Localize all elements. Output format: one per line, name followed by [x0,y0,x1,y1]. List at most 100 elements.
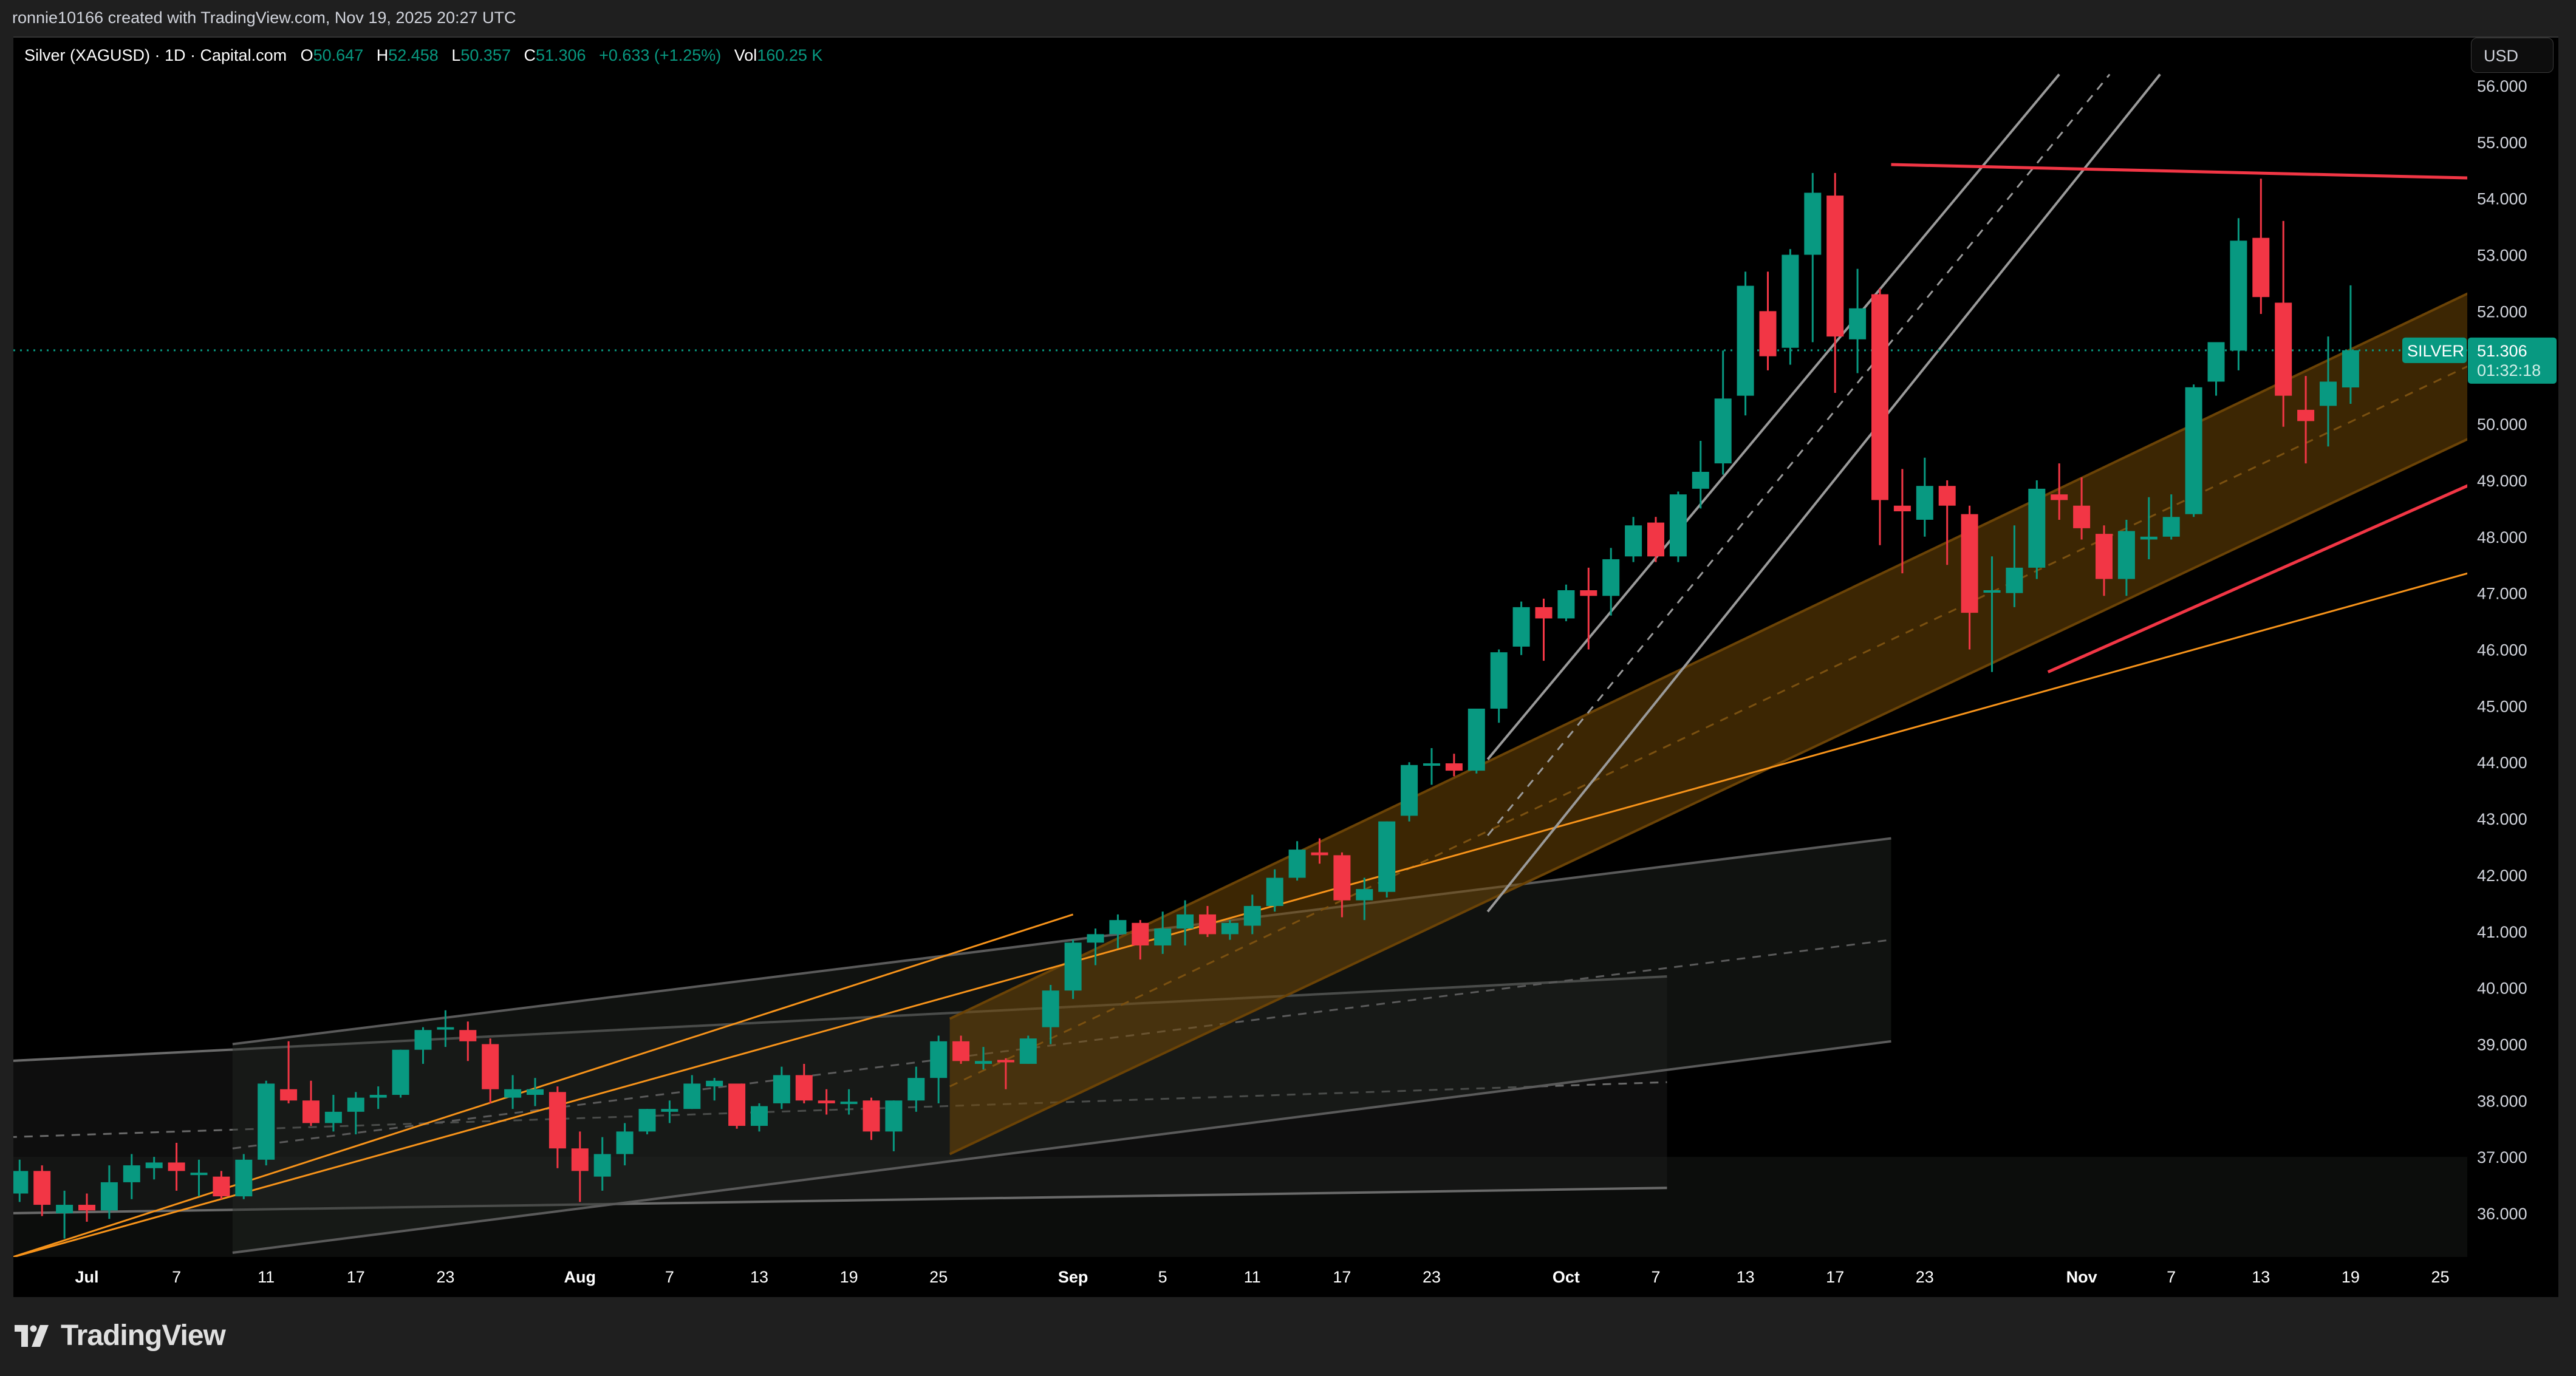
candle[interactable] [1535,598,1553,661]
candle[interactable] [1669,491,1687,562]
candle[interactable] [571,1131,589,1202]
candle[interactable] [1849,268,1867,373]
candle[interactable] [369,1086,387,1109]
candle[interactable] [1647,517,1664,562]
plot-area[interactable] [9,73,2576,1258]
candle[interactable] [213,1171,230,1199]
candle[interactable] [1019,1035,1037,1064]
candle[interactable] [1177,900,1194,945]
candle[interactable] [2320,336,2337,447]
candle[interactable] [1087,928,1104,966]
candle[interactable] [2006,525,2023,607]
candle[interactable] [1916,457,1933,537]
candle[interactable] [11,1159,29,1202]
candle[interactable] [2230,218,2247,370]
candle[interactable] [302,1080,319,1126]
candle[interactable] [1826,172,1844,393]
candle[interactable] [593,1137,611,1191]
candle[interactable] [33,1165,51,1216]
candle[interactable] [952,1035,970,1064]
candle[interactable] [683,1075,701,1109]
candle[interactable] [1759,271,1777,370]
candle[interactable] [459,1021,477,1061]
currency-button[interactable]: USD [2471,38,2554,73]
candle[interactable] [347,1092,364,1135]
candle[interactable] [1512,601,1530,655]
candle[interactable] [2162,494,2180,540]
symbol-title[interactable]: Silver (XAGUSD) · 1D · Capital.com [24,46,287,64]
candle[interactable] [1243,894,1261,935]
candle[interactable] [795,1063,813,1103]
candle[interactable] [1692,440,1709,509]
candle[interactable] [751,1103,768,1132]
candle[interactable] [1199,905,1216,938]
candle[interactable] [1983,556,2001,672]
candle[interactable] [907,1066,925,1112]
candle[interactable] [1288,841,1306,881]
candle[interactable] [1557,584,1575,622]
candle[interactable] [145,1157,163,1180]
candle[interactable] [1804,172,1822,342]
candle[interactable] [1625,517,1642,562]
candle[interactable] [885,1100,903,1151]
candle[interactable] [1132,920,1149,960]
candle[interactable] [1042,984,1059,1044]
candle[interactable] [1064,939,1082,1000]
candle[interactable] [1109,914,1127,949]
candle[interactable] [1961,505,1978,650]
candle[interactable] [773,1066,790,1109]
candle[interactable] [1714,350,1732,475]
candle[interactable] [1333,852,1351,918]
candle[interactable] [324,1095,342,1132]
price-axis[interactable]: 56.00055.00054.00053.00052.00051.00050.0… [2477,77,2527,1223]
candle[interactable] [1311,838,1328,864]
candle[interactable] [930,1035,948,1103]
candle[interactable] [818,1089,835,1115]
candle[interactable] [1356,877,1373,921]
candle[interactable] [1467,708,1485,774]
time-axis[interactable]: Jul 7 11 17 23 Aug 7 13 19 25 Sep 5 11 17 23 Oct 7 13 17 23… [75,1268,2449,1286]
candle[interactable] [997,1058,1014,1089]
candle[interactable] [1893,469,1911,574]
candle[interactable] [56,1190,73,1239]
candle[interactable] [258,1080,275,1166]
candle[interactable] [1401,762,1418,822]
candle[interactable] [1737,271,1754,416]
candle[interactable] [437,1010,454,1047]
candle[interactable] [1938,480,1956,565]
candle[interactable] [168,1142,185,1191]
candle[interactable] [235,1154,253,1199]
candle[interactable] [2185,384,2202,517]
candle[interactable] [1445,754,1463,777]
candle[interactable] [2252,179,2270,315]
candle[interactable] [504,1075,522,1109]
candle[interactable] [548,1086,566,1168]
candle[interactable] [2342,285,2359,404]
candle[interactable] [840,1089,858,1115]
symbol-legend[interactable]: Silver (XAGUSD) · 1D · Capital.com O50.6… [24,46,822,65]
candle[interactable] [1221,920,1238,940]
candle[interactable] [1490,649,1508,723]
candle[interactable] [863,1097,880,1140]
candle[interactable] [1782,249,1799,365]
candle[interactable] [2297,376,2315,464]
candle[interactable] [392,1049,409,1098]
candle[interactable] [280,1041,298,1103]
candle[interactable] [100,1165,118,1219]
candle[interactable] [2140,497,2157,559]
candle[interactable] [728,1083,746,1129]
candle[interactable] [975,1047,992,1070]
candle[interactable] [2117,519,2135,596]
gray-channel-2[interactable] [9,976,1667,1213]
candle[interactable] [2096,525,2113,596]
candle[interactable] [706,1078,723,1101]
candle[interactable] [1266,869,1283,912]
candle[interactable] [482,1038,499,1103]
candle[interactable] [1154,911,1172,954]
candle[interactable] [2051,463,2068,520]
tradingview-logo[interactable]: TradingView [15,1319,226,1352]
candle[interactable] [616,1123,634,1166]
candle[interactable] [638,1109,656,1135]
candle[interactable] [2275,220,2292,427]
